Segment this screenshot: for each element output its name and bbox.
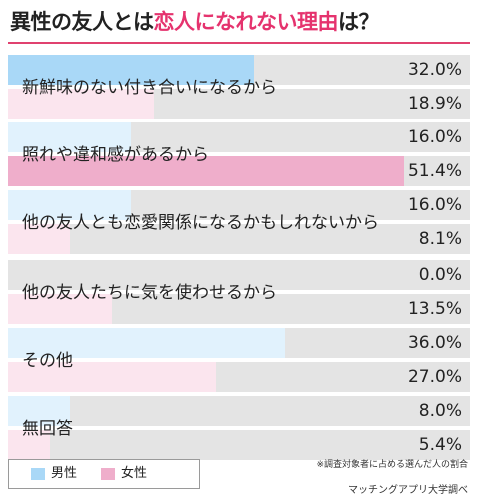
data-label: 36.0% <box>407 333 462 353</box>
legend-swatch-female <box>101 468 115 480</box>
row-male: 16.0% <box>8 122 470 152</box>
row-female: 18.9% <box>8 89 470 119</box>
row-female: 27.0% <box>8 362 470 392</box>
data-label: 51.4% <box>407 161 462 181</box>
row-female: 5.4% <box>8 430 470 460</box>
title-prefix: 異性の友人とは <box>10 10 154 34</box>
row-male: 16.0% <box>8 190 470 220</box>
data-label: 18.9% <box>407 94 462 114</box>
category-group: 0.0% 13.5% 他の友人たちに気を使わせるから <box>8 260 470 326</box>
category-label: 照れや違和感があるから <box>22 145 209 165</box>
data-label: 27.0% <box>407 367 462 387</box>
row-female: 13.5% <box>8 294 470 324</box>
bar-chart: 32.0% 18.9% 新鮮味のない付き合いになるから 16.0% 51.4% 照れや違和… <box>8 55 470 462</box>
data-label: 32.0% <box>407 60 462 80</box>
category-label: その他 <box>22 351 73 371</box>
bar-track <box>8 396 470 426</box>
bar-track <box>8 224 470 254</box>
data-label: 8.0% <box>418 401 462 421</box>
bar-female <box>8 430 50 460</box>
bar-male <box>8 55 255 85</box>
category-label: 無回答 <box>22 419 73 439</box>
category-group: 32.0% 18.9% 新鮮味のない付き合いになるから <box>8 55 470 121</box>
data-label: 16.0% <box>407 127 462 147</box>
category-group: 36.0% 27.0% その他 <box>8 328 470 394</box>
row-male: 32.0% <box>8 55 470 85</box>
category-group: 16.0% 8.1% 他の友人とも恋愛関係になるかもしれないから <box>8 190 470 256</box>
category-label: 新鮮味のない付き合いになるから <box>22 78 277 98</box>
bar-track <box>8 430 470 460</box>
bar-male <box>8 328 286 358</box>
bar-female <box>8 294 112 324</box>
row-male: 8.0% <box>8 396 470 426</box>
legend-swatch-male <box>31 468 45 480</box>
bar-female <box>8 224 71 254</box>
bar-male <box>8 396 70 426</box>
row-male: 0.0% <box>8 260 470 290</box>
bar-female <box>8 89 154 119</box>
bar-male <box>8 122 132 152</box>
data-label: 0.0% <box>418 265 462 285</box>
bar-female <box>8 156 404 186</box>
row-male: 36.0% <box>8 328 470 358</box>
legend-label-female: 女性 <box>121 466 148 481</box>
title-rule <box>8 42 470 44</box>
data-label: 16.0% <box>407 195 462 215</box>
data-label: 13.5% <box>407 299 462 319</box>
data-label: 5.4% <box>418 435 462 455</box>
category-label: 他の友人とも恋愛関係になるかもしれないから <box>22 213 379 233</box>
category-group: 16.0% 51.4% 照れや違和感があるから <box>8 122 470 188</box>
legend: 男性 女性 <box>8 459 200 489</box>
row-female: 51.4% <box>8 156 470 186</box>
title-suffix: は？ <box>338 10 380 34</box>
footnote: ※調査対象者に占める選んだ人の割合 <box>316 460 468 470</box>
data-label: 8.1% <box>418 229 462 249</box>
title-highlight: 恋人になれない理由 <box>153 10 339 34</box>
row-female: 8.1% <box>8 224 470 254</box>
category-label: 他の友人たちに気を使わせるから <box>22 283 277 303</box>
legend-label-male: 男性 <box>51 466 78 481</box>
category-group: 8.0% 5.4% 無回答 <box>8 396 470 462</box>
bar-male <box>8 190 132 220</box>
chart-title: 異性の友人とは恋人になれない理由は？ <box>10 6 380 40</box>
bar-track <box>8 260 470 290</box>
bar-female <box>8 362 216 392</box>
source-credit: マッチングアプリ大学調べ <box>348 485 468 496</box>
